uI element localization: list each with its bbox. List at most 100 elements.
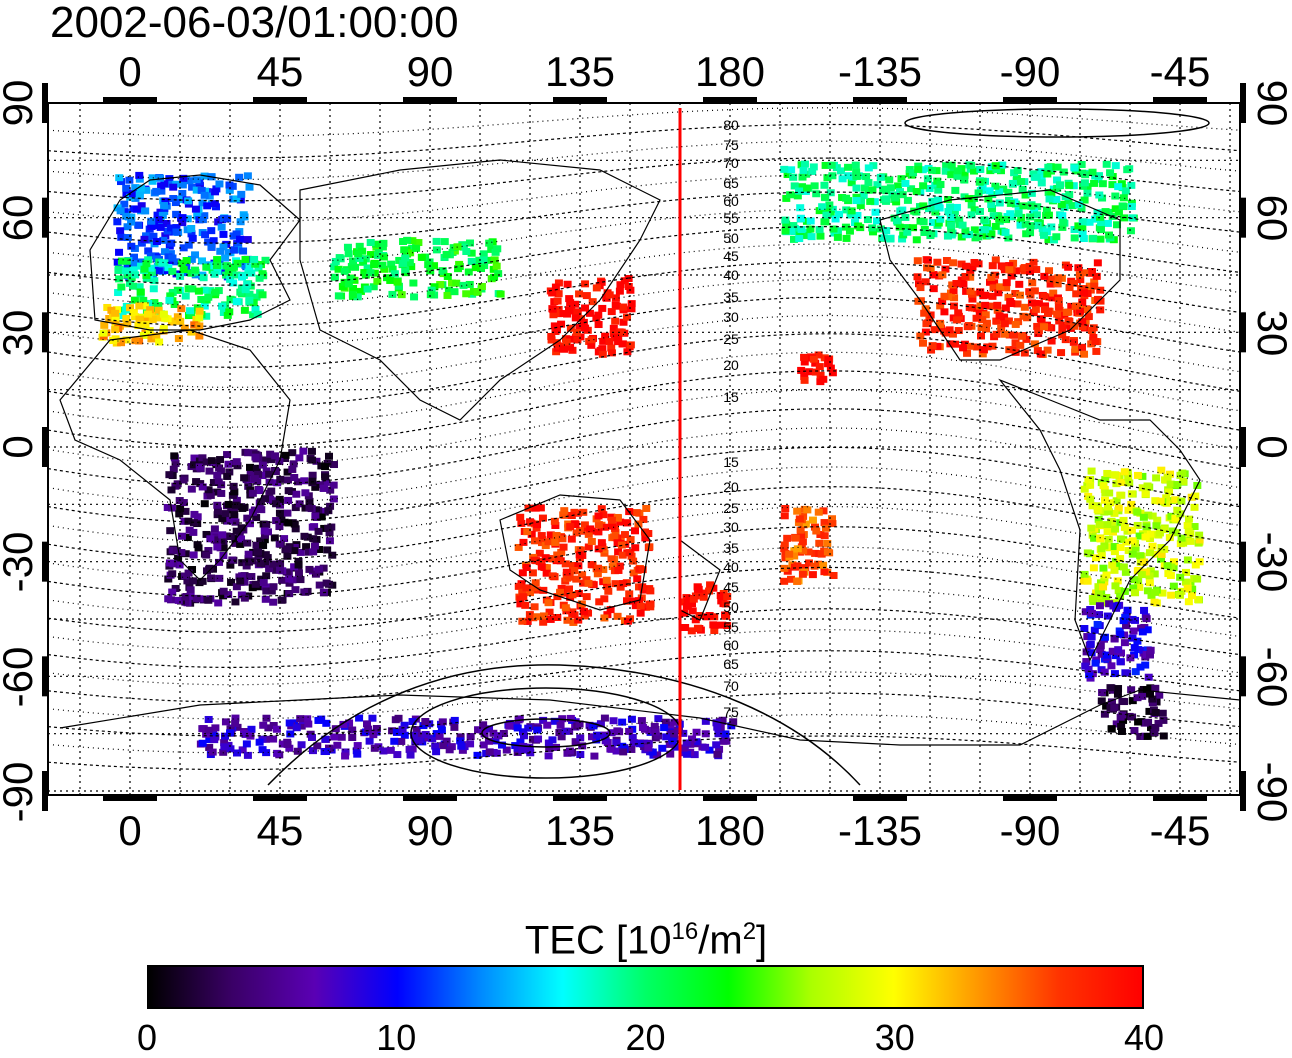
tec-region-japan-region [546,275,636,358]
tec-region-hawaii [797,351,837,386]
timestamp-title: 2002-06-03/01:00:00 [50,0,459,47]
tec-region-north-america [913,256,1105,358]
colorbar-tick-label: 0 [136,1017,158,1058]
contour-label: 15 [723,389,739,405]
axis-labels: 0 45 90 135 180 -135 -90 -450 45 90 135 180 -135 -90-… [0,48,1292,854]
contour-line [48,261,1240,328]
lat-tick-left: 0 [0,435,41,458]
contour-line [48,314,1240,389]
contour-label: 65 [723,175,739,191]
lat-tick-right: 0 [1249,435,1292,458]
contour-line [48,671,1240,720]
contour-line [48,157,1240,202]
contour-label: 35 [723,540,739,556]
contour-line [48,370,1240,448]
coastline [998,378,1201,662]
lon-tick-top: -135 [838,48,922,95]
contour-line [48,506,1240,580]
lon-tick-top: -90 [1000,48,1061,95]
contour-line [48,333,1240,408]
tec-region-australia [514,504,655,626]
coastline [499,494,651,611]
lat-tick-right: -90 [1249,762,1292,823]
contour-label: 80 [723,117,739,133]
lat-tick-right: 30 [1249,310,1292,357]
contour-label: 55 [723,210,739,226]
lon-tick-bottom: 180 [695,807,765,854]
lat-tick-right: 60 [1249,195,1292,242]
tec-region-south-america [1080,466,1204,607]
contour-line [48,123,1240,159]
contour-label: 50 [723,230,739,246]
lon-tick-bottom: -90 [1000,807,1061,854]
lat-tick-left: 60 [0,195,41,242]
colorbar-tick-label: 20 [625,1017,666,1058]
tec-region-antarctic-peninsula [1097,684,1168,740]
lon-tick-bottom: 135 [545,807,615,854]
coastline [59,689,1240,746]
colorbar-tick-label: 10 [376,1017,417,1058]
tec-region-africa [163,447,338,607]
contour-label: 20 [723,357,739,373]
contour-label: 15 [723,454,739,470]
lat-tick-right: -60 [1249,647,1292,708]
coastline [879,189,1121,361]
contour-line [48,566,1240,633]
frame-ticks [42,83,1246,811]
lon-tick-top: 180 [695,48,765,95]
contour-line [48,296,1240,368]
colorbar-tick-label: 30 [874,1017,915,1058]
lon-tick-top: -45 [1150,48,1211,95]
lat-tick-left: -60 [0,647,41,708]
tec-map: 80 75 70 65 60 55 50 45 40 35 30 25 20 15 15 20 25 30 35 40… [0,48,1292,854]
contour-line [48,608,1240,668]
lon-tick-bottom: 90 [407,807,454,854]
colorbar [147,965,1144,1009]
lon-tick-bottom: 0 [118,807,141,854]
lat-tick-left: -90 [0,762,41,823]
magnetic-latitude-contours [48,107,1240,786]
contour-label: 45 [723,248,739,264]
contour-line [48,526,1240,598]
lon-tick-top: 135 [545,48,615,95]
lon-tick-top: 90 [407,48,454,95]
contour-line [48,486,1240,561]
contour-line [48,278,1240,348]
lon-tick-bottom: 45 [257,807,304,854]
contour-label: 50 [723,599,739,615]
tec-region-new-zealand [680,581,732,635]
contour-line [48,650,1240,703]
contour-label: 25 [723,500,739,516]
tec-region-south-pacific-east [780,505,838,585]
tec-region-asia-central [330,236,505,301]
contour-label: 45 [723,579,739,595]
contour-label: 70 [723,678,739,694]
lon-tick-top: 0 [118,48,141,95]
contour-line [48,140,1240,180]
contour-label: 40 [723,267,739,283]
contour-label: 75 [723,137,739,153]
contour-label: 55 [723,619,739,635]
contour-label: 35 [723,289,739,305]
tec-region-patagonia [1080,600,1155,682]
lon-tick-top: 45 [257,48,304,95]
contour-label: 75 [723,704,739,720]
lat-tick-left: 30 [0,310,41,357]
contour-label: 30 [723,519,739,535]
lon-tick-bottom: -45 [1150,807,1211,854]
contour-label: 20 [723,479,739,495]
contour-label: 70 [723,155,739,171]
lat-tick-right: -30 [1249,532,1292,593]
colorbar-title: TEC [1016/m2] [524,918,768,963]
contour-label: 30 [723,309,739,325]
lat-tick-left: -30 [0,532,41,593]
contour-line [48,714,1240,754]
contour-line [48,191,1240,244]
contour-line [48,107,1240,137]
colorbar-tick-label: 40 [1123,1017,1165,1058]
contour-label: 25 [723,331,739,347]
tec-data-layer [98,160,1204,760]
contour-label: 40 [723,559,739,575]
contour-line [48,735,1240,771]
contour-line [48,692,1240,737]
